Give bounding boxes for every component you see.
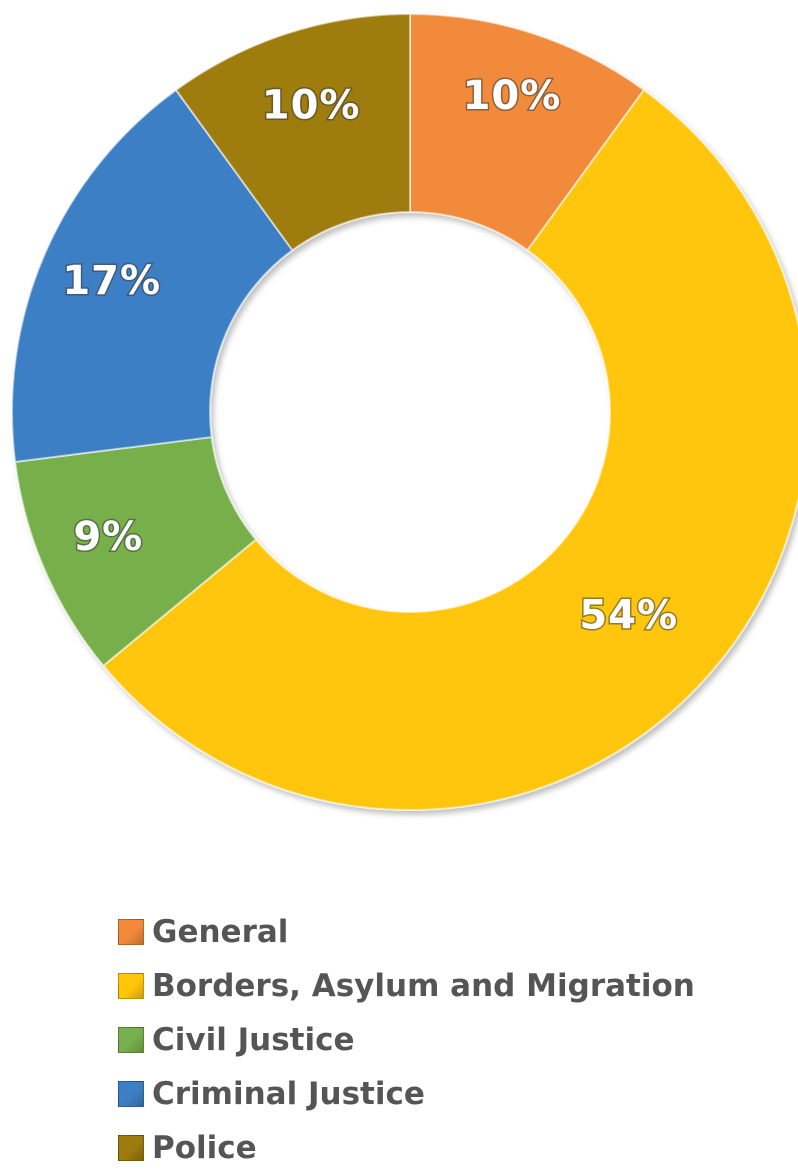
legend-label: Criminal Justice xyxy=(152,1076,425,1112)
legend-swatch xyxy=(118,1135,144,1161)
legend: General Borders, Asylum and Migration Civi… xyxy=(118,905,695,1175)
slice-label-borders-asylum-and-migration: 54% xyxy=(579,592,678,638)
legend-swatch xyxy=(118,919,144,945)
legend-item-civil-justice: Civil Justice xyxy=(118,1013,695,1067)
legend-swatch xyxy=(118,973,144,999)
legend-label: Civil Justice xyxy=(152,1022,355,1058)
donut-slice-criminal-justice xyxy=(11,88,294,464)
legend-swatch xyxy=(118,1081,144,1107)
legend-label: Borders, Asylum and Migration xyxy=(152,968,695,1004)
legend-label: Police xyxy=(152,1130,257,1166)
slice-label-general: 10% xyxy=(463,73,562,119)
donut-slice-police xyxy=(174,12,411,252)
legend-item-police: Police xyxy=(118,1121,695,1175)
slice-label-civil-justice: 9% xyxy=(73,514,143,560)
donut-slices xyxy=(11,12,798,811)
legend-item-criminal-justice: Criminal Justice xyxy=(118,1067,695,1121)
legend-swatch xyxy=(118,1027,144,1053)
legend-item-general: General xyxy=(118,905,695,959)
legend-item-borders-asylum-and-migration: Borders, Asylum and Migration xyxy=(118,959,695,1013)
donut-slice-borders-asylum-and-migration xyxy=(101,88,798,811)
legend-label: General xyxy=(152,914,289,950)
donut-chart: 10% 54% 9% 17% 10% xyxy=(11,12,798,811)
slice-labels: 10% 54% 9% 17% 10% xyxy=(61,72,679,640)
slice-label-police: 10% xyxy=(262,83,361,129)
slice-label-criminal-justice: 17% xyxy=(62,258,161,304)
donut-slice-general xyxy=(409,12,646,252)
